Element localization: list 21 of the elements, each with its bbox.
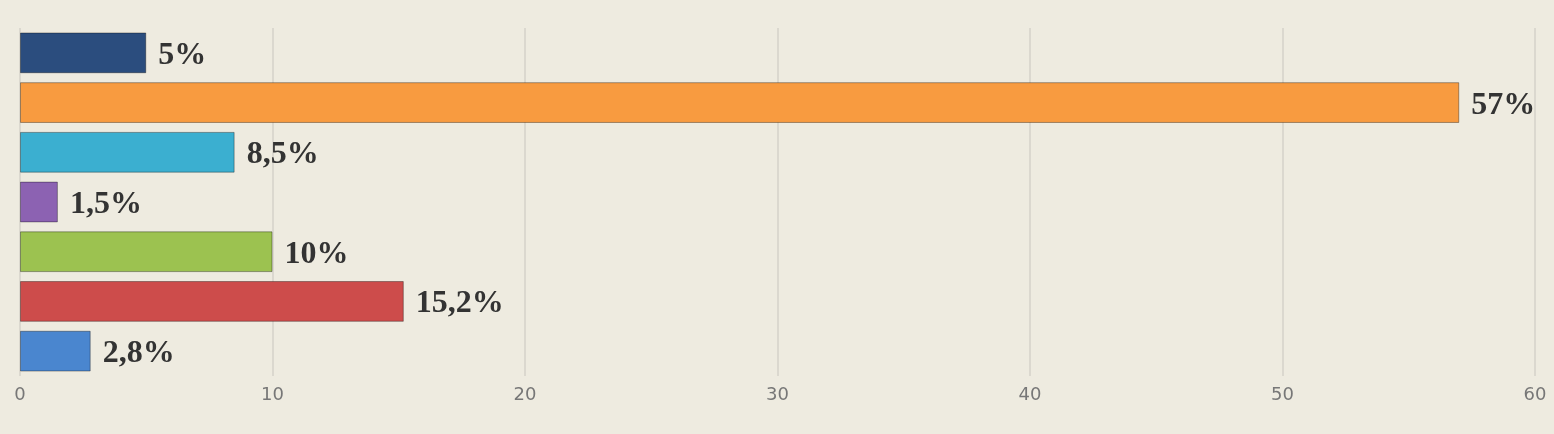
bar bbox=[20, 32, 147, 74]
x-tick-label: 50 bbox=[1271, 382, 1294, 404]
bar bbox=[20, 181, 58, 223]
data-label: 57% bbox=[1471, 84, 1536, 121]
bar bbox=[20, 82, 1460, 123]
bar bbox=[20, 281, 404, 322]
bar bbox=[20, 131, 235, 173]
bar bbox=[20, 330, 91, 372]
data-label: 10% bbox=[284, 233, 349, 270]
bar bbox=[20, 231, 273, 273]
data-label: 2,8% bbox=[102, 333, 175, 370]
x-tick-label: 0 bbox=[14, 382, 26, 404]
x-tick-label: 60 bbox=[1523, 382, 1547, 404]
data-label: 5% bbox=[158, 34, 207, 71]
x-tick-label: 10 bbox=[261, 382, 284, 404]
data-label: 1,5% bbox=[69, 184, 142, 220]
x-tick-label: 20 bbox=[513, 382, 537, 404]
x-tick-label: 40 bbox=[1018, 382, 1042, 404]
x-tick-label: 30 bbox=[766, 382, 789, 404]
data-label: 15,2% bbox=[415, 283, 504, 320]
data-label: 8,5% bbox=[246, 134, 319, 171]
